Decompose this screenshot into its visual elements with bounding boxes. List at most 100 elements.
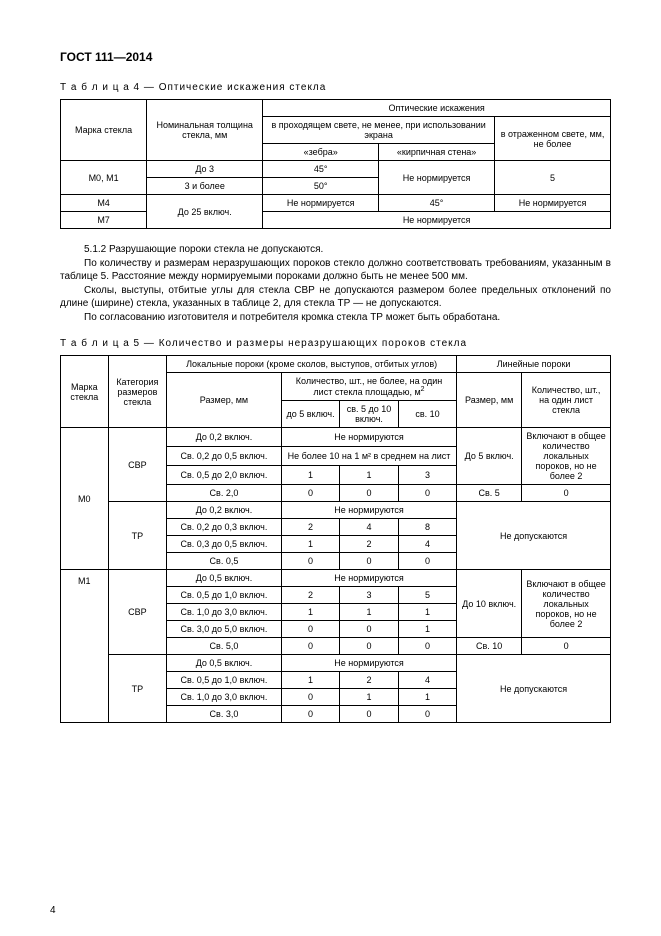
cell: 4: [398, 672, 456, 689]
t5-h-do5: до 5 включ.: [281, 401, 339, 428]
page: ГОСТ 111—2014 Т а б л и ц а 4 — Оптическ…: [0, 0, 661, 936]
t4-r3-zebra: Не нормируется: [263, 195, 379, 212]
t5-h-kat: Категория размеров стекла: [108, 356, 166, 428]
cell: Не нормируются: [281, 502, 456, 519]
p3: Сколы, выступы, отбитые углы для стекла …: [60, 285, 611, 310]
table5: Марка стекла Категория размеров стекла Л…: [60, 355, 611, 723]
cell: 0: [398, 706, 456, 723]
cell: 8: [398, 519, 456, 536]
t4-h-tol: Номинальная толщина стекла, мм: [147, 100, 263, 161]
t5-h-marka: Марка стекла: [61, 356, 109, 428]
cell: Св. 2,0: [167, 485, 282, 502]
cell: 0: [398, 553, 456, 570]
t5-m0-tr: ТР: [108, 502, 166, 570]
table4: Марка стекла Номинальная толщина стекла,…: [60, 99, 611, 229]
t5-m0-svr: СВР: [108, 428, 166, 502]
t4-r3-otr: Не нормируется: [495, 195, 611, 212]
t5-m1-tr: ТР: [108, 655, 166, 723]
t4-h-marka: Марка стекла: [61, 100, 147, 161]
cell: 1: [281, 536, 339, 553]
cell: 1: [398, 621, 456, 638]
cell: Св. 3,0: [167, 706, 282, 723]
p4: По согласованию изготовителя и потребите…: [84, 312, 500, 323]
cell: 0: [522, 485, 611, 502]
cell: Не допускаются: [457, 655, 611, 723]
cell: 0: [340, 553, 398, 570]
cell: 2: [340, 672, 398, 689]
t4-h-isk: Оптические искажения: [263, 100, 611, 117]
cell: 4: [340, 519, 398, 536]
cell: 1: [340, 689, 398, 706]
t4-r2-tol: 3 и более: [147, 178, 263, 195]
caption-text: Оптические искажения стекла: [159, 82, 327, 93]
cell: 1: [281, 604, 339, 621]
cell: До 0,5 включ.: [167, 655, 282, 672]
t5-m1-svr: СВР: [108, 570, 166, 655]
cell: 1: [281, 672, 339, 689]
t4-r1-tol: До 3: [147, 161, 263, 178]
cell: 0: [281, 689, 339, 706]
cell: 5: [398, 587, 456, 604]
t4-r3-tol: До 25 включ.: [147, 195, 263, 229]
t5-m1: М1: [61, 570, 109, 723]
cell: 2: [340, 536, 398, 553]
t4-r2-zebra: 50°: [263, 178, 379, 195]
cell: Не нормируются: [281, 570, 456, 587]
cell: 1: [340, 466, 398, 485]
cell: 0: [522, 638, 611, 655]
cell: Не нормируются: [281, 655, 456, 672]
cell: 4: [398, 536, 456, 553]
t5-h-lokal: Локальные пороки (кроме сколов, выступов…: [167, 356, 457, 373]
t4-r4-val: Не нормируется: [263, 212, 611, 229]
cell: 1: [281, 466, 339, 485]
cell: 0: [398, 638, 456, 655]
cell: 1: [398, 604, 456, 621]
cell: Не более 10 на 1 м² в среднем на лист: [281, 447, 456, 466]
cell: Не допускаются: [457, 502, 611, 570]
cell: Св. 0,2 до 0,5 включ.: [167, 447, 282, 466]
page-number: 4: [50, 905, 56, 916]
cell: 2: [281, 587, 339, 604]
t4-r1-otr: 5: [495, 161, 611, 195]
table5-caption: Т а б л и ц а 5 — Количество и размеры н…: [60, 338, 611, 349]
t5-m0: М0: [61, 428, 109, 570]
p2: По количеству и размерам неразрушающих п…: [60, 258, 611, 283]
cell: Св. 0,2 до 0,3 включ.: [167, 519, 282, 536]
cell: 0: [281, 706, 339, 723]
cell: Св. 1,0 до 3,0 включ.: [167, 689, 282, 706]
t4-h-otr: в отраженном свете, мм, не более: [495, 117, 611, 161]
cell: 1: [398, 689, 456, 706]
doc-header: ГОСТ 111—2014: [60, 50, 611, 64]
table4-caption: Т а б л и ц а 4 — Оптические искажения с…: [60, 82, 611, 93]
cell: Св. 0,3 до 0,5 включ.: [167, 536, 282, 553]
cell: 2: [281, 519, 339, 536]
cell: До 0,2 включ.: [167, 428, 282, 447]
cell: 0: [340, 706, 398, 723]
cell: Св. 3,0 до 5,0 включ.: [167, 621, 282, 638]
t5-h-razmer: Размер, мм: [167, 373, 282, 428]
cell: Не нормируются: [281, 428, 456, 447]
cell: Св. 0,5 до 1,0 включ.: [167, 587, 282, 604]
t5-h-lin-kol: Количество, шт., на один лист стекла: [522, 373, 611, 428]
cell: 0: [340, 621, 398, 638]
cell: До 0,5 включ.: [167, 570, 282, 587]
t5-h-sv10: св. 10: [398, 401, 456, 428]
cell: Св. 0,5: [167, 553, 282, 570]
cell: 0: [281, 553, 339, 570]
t4-r1-marka: М0, М1: [61, 161, 147, 195]
p1: 5.1.2 Разрушающие пороки стекла не допус…: [84, 244, 323, 255]
cell: 1: [340, 604, 398, 621]
cell: До 10 включ.: [457, 570, 522, 638]
t4-r3-kirp: 45°: [379, 195, 495, 212]
caption-prefix: Т а б л и ц а 4 —: [60, 82, 155, 93]
caption-prefix: Т а б л и ц а 5 —: [60, 338, 155, 349]
cell: 3: [398, 466, 456, 485]
t5-h-kol: Количество, шт., не более, на один лист …: [281, 373, 456, 401]
t4-r4-marka: М7: [61, 212, 147, 229]
cell: 0: [281, 621, 339, 638]
cell: До 5 включ.: [457, 428, 522, 485]
cell: Включают в общее количество локальных по…: [522, 570, 611, 638]
cell: 0: [281, 485, 339, 502]
t5-h-linear: Линейные пороки: [457, 356, 611, 373]
t4-h-prokh: в проходящем свете, не менее, при исполь…: [263, 117, 495, 144]
